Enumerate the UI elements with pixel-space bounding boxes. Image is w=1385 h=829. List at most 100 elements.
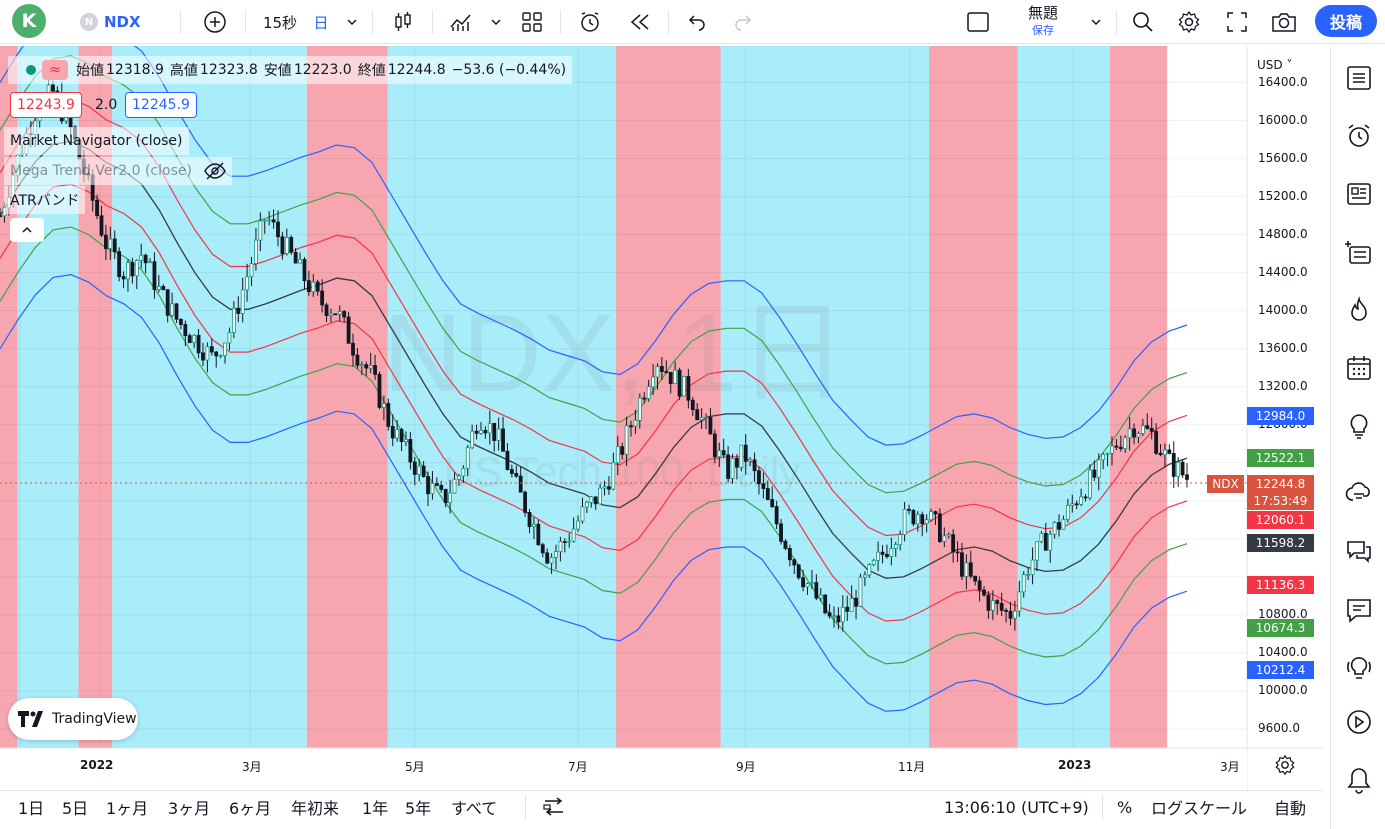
- candle-body: [381, 403, 386, 408]
- watermark-symbol: NDX, 1日: [383, 292, 848, 415]
- candle-body: [805, 583, 810, 588]
- replay-icon[interactable]: [622, 0, 658, 44]
- range-button[interactable]: 1日: [18, 799, 45, 818]
- candle-body: [955, 551, 960, 554]
- sell-price-button[interactable]: 12243.9: [10, 92, 82, 118]
- add-symbol-icon[interactable]: [198, 0, 232, 44]
- watchlist-icon[interactable]: [1343, 62, 1375, 94]
- fullscreen-icon[interactable]: [1220, 0, 1254, 44]
- calendar-icon[interactable]: [1343, 352, 1375, 384]
- chevron-down-icon[interactable]: [338, 0, 366, 44]
- currency-selector[interactable]: USD ˅: [1257, 58, 1293, 72]
- candle-body: [1061, 518, 1066, 530]
- range-button[interactable]: 5日: [62, 799, 89, 818]
- auto-scale-toggle[interactable]: 自動: [1274, 799, 1307, 818]
- streams-broadcast-icon[interactable]: [1343, 652, 1375, 684]
- price-tag: 11136.3: [1247, 576, 1314, 594]
- time-axis-bg[interactable]: [0, 748, 1247, 790]
- layout-title-button[interactable]: 無題 保存: [1013, 2, 1073, 42]
- candle-body: [1105, 452, 1110, 455]
- indicator-market-navigator[interactable]: Market Navigator (close): [4, 127, 189, 155]
- range-button[interactable]: 年初来: [291, 799, 340, 818]
- tradingview-mark-icon: [18, 711, 43, 727]
- candle-body: [576, 520, 580, 530]
- chevron-down-icon[interactable]: [1082, 0, 1110, 44]
- candle-body: [1039, 532, 1044, 542]
- messages-icon[interactable]: [1343, 594, 1375, 626]
- candle-body: [779, 523, 783, 542]
- percent-scale-toggle[interactable]: %: [1117, 797, 1133, 817]
- separator: [668, 10, 669, 34]
- alert-clock-icon[interactable]: [572, 0, 608, 44]
- range-button[interactable]: すべて: [451, 799, 498, 818]
- buy-price-button[interactable]: 12245.9: [125, 92, 197, 118]
- collapse-legend-button[interactable]: [10, 218, 44, 242]
- chart-interval-button[interactable]: 日: [313, 13, 329, 32]
- candle-body: [333, 313, 338, 316]
- play-circle-icon[interactable]: [1343, 706, 1375, 738]
- tradingview-logo[interactable]: TradingView: [8, 698, 138, 740]
- candle-body: [1035, 541, 1039, 561]
- indicator-atr-band[interactable]: ATRバンド: [4, 186, 86, 214]
- price-tag: 12522.1: [1247, 449, 1314, 467]
- news-icon[interactable]: [1343, 178, 1375, 210]
- add-list-icon[interactable]: [1343, 236, 1375, 268]
- alarm-clock-icon[interactable]: [1343, 120, 1375, 152]
- undo-icon[interactable]: [680, 0, 714, 44]
- candle-body: [470, 430, 475, 449]
- candle-body: [527, 512, 532, 527]
- candle-body: [836, 615, 841, 623]
- search-icon[interactable]: [1126, 0, 1160, 44]
- candle-body: [231, 307, 236, 333]
- ideas-lightbulb-icon[interactable]: [1343, 410, 1375, 442]
- symbol-search-button[interactable]: N NDX: [80, 0, 160, 44]
- change-value: −53.6 (−0.44%): [451, 62, 567, 78]
- price-chart[interactable]: NDX, 1日 US Tech 100, Daily: [0, 46, 1323, 790]
- time-tick-label: 5月: [405, 760, 425, 774]
- price-tick-label: 14800.0: [1258, 226, 1308, 241]
- timezone-clock[interactable]: 13:06:10 (UTC+9): [944, 797, 1089, 817]
- candle-body: [509, 469, 514, 474]
- price-tick-label: 15600.0: [1258, 150, 1308, 165]
- candle-body: [1158, 452, 1163, 456]
- band-red_lower: [0, 183, 1188, 622]
- interval-button[interactable]: 15秒: [262, 13, 298, 32]
- redo-icon[interactable]: [726, 0, 760, 44]
- notifications-bell-icon[interactable]: [1343, 764, 1375, 796]
- candles-icon[interactable]: [386, 0, 420, 44]
- gear-icon[interactable]: [1172, 0, 1206, 44]
- time-tick-label: 7月: [568, 760, 588, 774]
- candle-body: [306, 280, 311, 293]
- candle-body: [404, 439, 408, 443]
- candle-body: [218, 355, 223, 357]
- range-button[interactable]: 1年: [362, 799, 389, 818]
- candle-body: [280, 236, 285, 254]
- candle-body: [258, 220, 263, 241]
- chats-icon[interactable]: [1343, 536, 1375, 568]
- chart-area[interactable]: NDX, 1日 US Tech 100, Daily ≈ 始値 12318.9 高…: [0, 46, 1323, 790]
- axis-settings-gear-icon[interactable]: [1274, 754, 1296, 780]
- indicators-icon[interactable]: [444, 0, 478, 44]
- user-avatar[interactable]: K: [12, 4, 46, 38]
- range-button[interactable]: 5年: [405, 799, 432, 818]
- date-range-icon[interactable]: [542, 791, 566, 823]
- publish-button[interactable]: 投稿: [1315, 5, 1377, 37]
- eye-hidden-icon[interactable]: [204, 162, 226, 180]
- candle-body: [995, 600, 1000, 604]
- log-scale-toggle[interactable]: ログスケール: [1151, 799, 1248, 818]
- candle-body: [659, 366, 664, 372]
- range-button[interactable]: 6ヶ月: [229, 799, 272, 818]
- hotlist-flame-icon[interactable]: [1343, 294, 1375, 326]
- chat-cloud-icon[interactable]: [1343, 478, 1375, 510]
- candle-body: [1176, 461, 1181, 477]
- time-tick-label: 2022: [80, 758, 114, 772]
- camera-icon[interactable]: [1266, 0, 1302, 44]
- close-label: 終値: [357, 63, 386, 79]
- chevron-down-icon[interactable]: [482, 0, 510, 44]
- range-button[interactable]: 3ヶ月: [168, 799, 211, 818]
- indicator-mega-trend[interactable]: Mega Trend Ver2.0 (close): [4, 157, 232, 185]
- layout-square-icon[interactable]: [960, 0, 996, 44]
- candle-body: [646, 386, 651, 399]
- layout-grid-icon[interactable]: [515, 0, 549, 44]
- range-button[interactable]: 1ヶ月: [106, 799, 149, 818]
